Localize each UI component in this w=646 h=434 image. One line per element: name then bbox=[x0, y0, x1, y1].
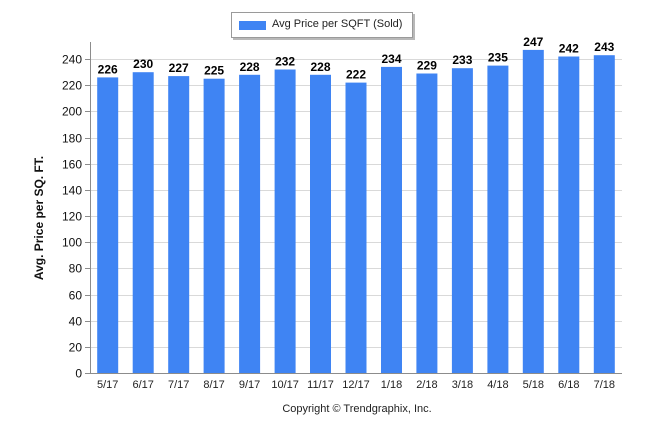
x-tick-label: 4/18 bbox=[487, 379, 508, 391]
bar bbox=[451, 68, 473, 373]
bar bbox=[239, 74, 261, 374]
data-label: 225 bbox=[204, 64, 224, 78]
y-tick-label: 100 bbox=[62, 236, 82, 250]
x-tick-label: 3/18 bbox=[452, 379, 473, 391]
y-axis-title: Avg. Price per SQ. FT. bbox=[32, 155, 46, 281]
bar bbox=[168, 76, 190, 373]
y-tick-label: 200 bbox=[62, 105, 82, 119]
data-label: 222 bbox=[346, 68, 366, 82]
data-label: 234 bbox=[381, 52, 401, 66]
x-tick-label: 7/17 bbox=[168, 379, 189, 391]
bar bbox=[97, 77, 119, 374]
bar bbox=[132, 72, 154, 373]
data-label: 235 bbox=[488, 51, 508, 65]
data-label: 233 bbox=[452, 53, 472, 67]
y-tick-label: 140 bbox=[62, 184, 82, 198]
x-tick-label: 8/17 bbox=[203, 379, 224, 391]
data-label: 232 bbox=[275, 55, 295, 69]
data-label: 227 bbox=[169, 61, 189, 75]
y-tick-label: 0 bbox=[75, 367, 82, 381]
bar bbox=[487, 65, 509, 373]
bar bbox=[310, 74, 331, 374]
bar bbox=[522, 49, 544, 374]
copyright-text: Copyright © Trendgraphix, Inc. bbox=[282, 403, 432, 415]
bar bbox=[203, 78, 225, 373]
data-label: 242 bbox=[559, 42, 579, 56]
y-tick-label: 160 bbox=[62, 158, 82, 172]
x-tick-label: 1/18 bbox=[381, 379, 402, 391]
y-tick-label: 180 bbox=[62, 132, 82, 146]
y-tick-label: 20 bbox=[69, 341, 83, 355]
x-tick-label: 7/18 bbox=[594, 379, 615, 391]
x-tick-label: 6/17 bbox=[132, 379, 153, 391]
data-label: 247 bbox=[523, 35, 543, 49]
bar bbox=[558, 56, 580, 373]
data-label: 229 bbox=[417, 59, 437, 73]
legend-label: Avg Price per SQFT (Sold) bbox=[272, 18, 403, 30]
bar bbox=[593, 55, 615, 373]
y-tick-label: 240 bbox=[62, 53, 82, 67]
y-tick-label: 40 bbox=[69, 315, 83, 329]
bar bbox=[381, 66, 402, 374]
data-label: 230 bbox=[133, 57, 153, 71]
x-tick-label: 9/17 bbox=[239, 379, 260, 391]
bar bbox=[345, 82, 367, 373]
x-tick-label: 5/18 bbox=[523, 379, 544, 391]
y-tick-label: 60 bbox=[69, 289, 83, 303]
x-tick-label: 12/17 bbox=[342, 379, 370, 391]
data-label: 228 bbox=[240, 60, 260, 74]
x-tick-label: 6/18 bbox=[558, 379, 579, 391]
data-label: 228 bbox=[310, 60, 330, 74]
y-tick-label: 120 bbox=[62, 210, 82, 224]
y-tick-label: 80 bbox=[69, 262, 83, 276]
data-label: 226 bbox=[98, 62, 118, 76]
x-tick-label: 11/17 bbox=[307, 379, 334, 391]
x-tick-label: 2/18 bbox=[416, 379, 437, 391]
legend: Avg Price per SQFT (Sold) bbox=[231, 12, 413, 38]
data-label: 243 bbox=[594, 40, 614, 54]
legend-swatch bbox=[239, 21, 266, 30]
x-tick-label: 10/17 bbox=[271, 379, 299, 391]
bar bbox=[416, 73, 438, 373]
y-tick-label: 220 bbox=[62, 79, 82, 93]
x-tick-label: 5/17 bbox=[97, 379, 118, 391]
bar bbox=[274, 69, 296, 373]
